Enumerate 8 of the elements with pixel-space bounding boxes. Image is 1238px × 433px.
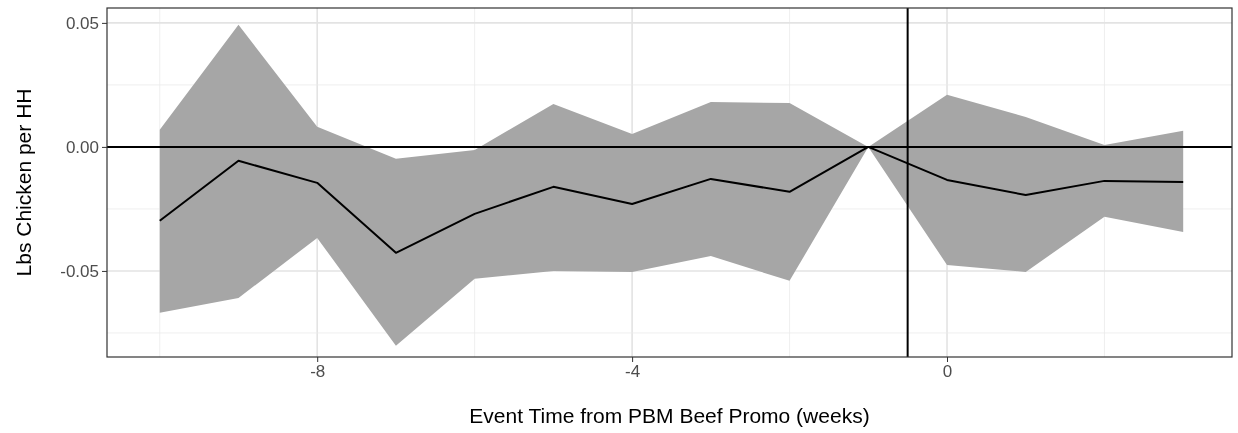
x-tick-label: 0 [942,362,953,382]
y-tick-label: 0.05 [65,13,99,33]
y-tick-label: -0.05 [60,261,99,281]
x-tick-label: -8 [310,362,326,382]
x-tick-label: -4 [625,362,641,382]
y-axis-title: Lbs Chicken per HH [12,88,35,277]
y-tick-label: 0.00 [65,137,99,157]
x-axis-title: Event Time from PBM Beef Promo (weeks) [469,404,870,427]
